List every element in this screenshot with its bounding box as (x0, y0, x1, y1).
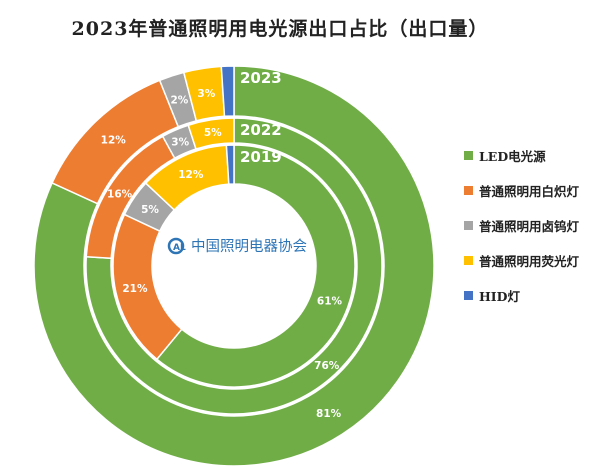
data-label-2019-2: 5% (141, 204, 159, 216)
data-label-2023-1: 12% (101, 134, 127, 146)
legend-item-1: 普通照明用白炽灯 (464, 183, 608, 199)
legend-label: 普通照明用荧光灯 (479, 253, 580, 269)
slice-2022-0 (85, 117, 383, 415)
series-label-2019: 2019 (240, 148, 282, 166)
data-label-2022-0: 76% (314, 360, 340, 372)
slice-2023-4 (220, 65, 235, 118)
series-label-2022: 2022 (240, 121, 282, 139)
legend-swatch (464, 150, 473, 160)
legend-item-0: LED电光源 (464, 148, 608, 164)
data-label-2022-3: 5% (204, 127, 222, 139)
chart-title: 2023年普通照明用电光源出口占比（出口量） (71, 18, 489, 40)
slice-2023-0 (33, 65, 435, 466)
slice-2022-3 (187, 117, 235, 150)
data-label-2019-1: 21% (122, 283, 148, 295)
data-label-2023-3: 3% (197, 88, 215, 100)
legend-label: LED电光源 (479, 148, 546, 164)
legend-swatch (464, 290, 473, 300)
logo-mark (167, 237, 185, 255)
legend-swatch (464, 255, 473, 265)
data-label-2022-2: 3% (171, 137, 189, 149)
legend-item-4: HID灯 (464, 288, 608, 304)
legend-label: 普通照明用卤钨灯 (479, 218, 580, 234)
data-label-2023-0: 81% (316, 408, 342, 420)
slice-2019-4 (225, 144, 235, 185)
series-label-2023: 2023 (240, 69, 282, 87)
legend-label: HID灯 (479, 288, 520, 304)
watermark-text: 中国照明电器协会 (191, 238, 307, 255)
data-label-2022-1: 16% (107, 188, 133, 200)
legend-item-2: 普通照明用卤钨灯 (464, 218, 608, 234)
slice-2019-0 (155, 144, 356, 388)
logo-letters: AL (173, 243, 186, 253)
legend-swatch (464, 185, 473, 195)
chart-legend: LED电光源普通照明用白炽灯 普通照明用卤钨灯 普通照明用荧光灯 HID灯 (464, 148, 608, 323)
data-label-2023-2: 2% (170, 95, 188, 107)
legend-swatch (464, 220, 473, 230)
data-label-2019-3: 12% (178, 169, 204, 181)
legend-item-3: 普通照明用荧光灯 (464, 253, 608, 269)
data-label-2019-0: 61% (317, 295, 343, 307)
legend-label: 普通照明用白炽灯 (479, 183, 580, 199)
